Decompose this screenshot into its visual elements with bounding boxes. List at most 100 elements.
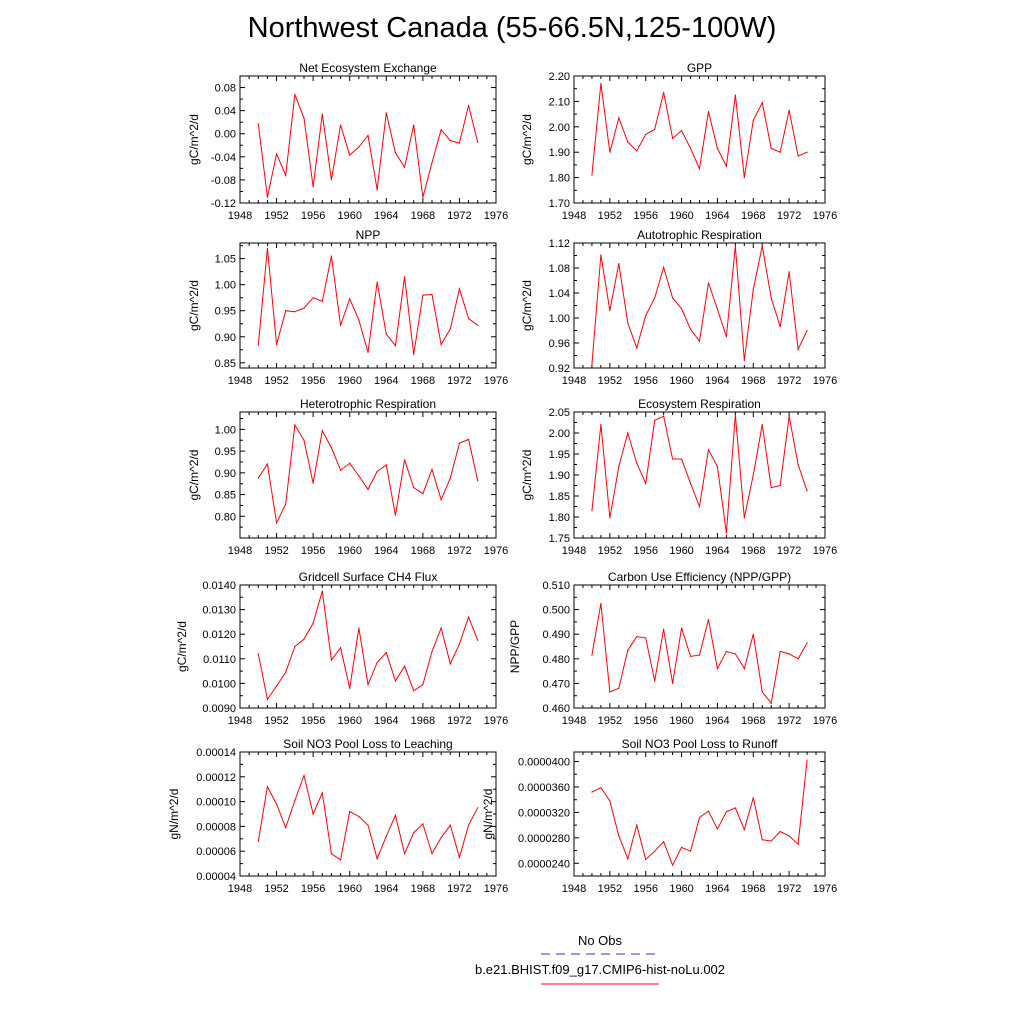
x-tick-label: 1976 bbox=[484, 545, 508, 557]
x-tick-label: 1976 bbox=[484, 375, 508, 387]
data-point bbox=[394, 680, 397, 682]
data-point bbox=[285, 310, 287, 312]
y-tick-label: 0.0130 bbox=[202, 605, 236, 617]
data-point bbox=[797, 155, 799, 157]
data-point bbox=[294, 645, 296, 648]
data-point bbox=[806, 329, 808, 332]
data-point bbox=[285, 671, 287, 673]
y-tick-label: 0.95 bbox=[215, 446, 236, 458]
y-axis-label: gN/m^2/d bbox=[167, 789, 181, 840]
data-point bbox=[394, 152, 397, 154]
x-tick-label: 1956 bbox=[301, 545, 325, 557]
data-point bbox=[591, 510, 593, 512]
y-axis-label: gC/m^2/d bbox=[520, 114, 534, 165]
y-tick-label: -0.12 bbox=[211, 198, 236, 210]
legend: No Obs b.e21.BHIST.f09_g17.CMIP6-hist-noL… bbox=[475, 933, 725, 985]
data-point bbox=[600, 787, 602, 789]
data-point bbox=[349, 298, 351, 300]
data-point bbox=[761, 691, 763, 693]
data-point bbox=[698, 505, 701, 508]
data-point bbox=[636, 347, 638, 349]
data-point bbox=[467, 824, 470, 826]
data-point bbox=[663, 628, 665, 630]
data-point bbox=[761, 424, 763, 426]
x-tick-label: 1960 bbox=[669, 375, 693, 387]
data-point bbox=[422, 196, 424, 198]
data-point bbox=[645, 133, 647, 136]
plot-frame bbox=[239, 584, 497, 709]
x-tick-label: 1964 bbox=[374, 375, 398, 387]
data-point bbox=[339, 647, 342, 649]
y-tick-label: 1.00 bbox=[215, 424, 236, 436]
series-line bbox=[591, 414, 808, 534]
y-tick-label: 0.490 bbox=[542, 629, 570, 641]
x-tick-label: 1960 bbox=[337, 545, 361, 557]
x-tick-label: 1956 bbox=[301, 715, 325, 727]
data-point bbox=[312, 186, 314, 188]
x-tick-label: 1976 bbox=[813, 715, 837, 727]
data-point bbox=[431, 293, 433, 296]
x-tick-label: 1964 bbox=[705, 715, 729, 727]
x-tick-label: 1948 bbox=[562, 545, 586, 557]
panel-7: Carbon Use Efficiency (NPP/GPP) 1948 1952 1… bbox=[508, 570, 837, 727]
x-tick-label: 1968 bbox=[741, 545, 765, 557]
series-line bbox=[591, 83, 808, 178]
panel-9: Soil NO3 Pool Loss to Runoff 1948 1952 1956… bbox=[481, 737, 837, 895]
data-point bbox=[376, 858, 378, 860]
y-axis-label: gC/m^2/d bbox=[175, 621, 189, 672]
data-point bbox=[797, 463, 799, 466]
x-tick-label: 1952 bbox=[264, 210, 288, 222]
y-axis-label: gC/m^2/d bbox=[520, 280, 534, 331]
y-tick-label: 0.00010 bbox=[196, 797, 236, 809]
data-point bbox=[385, 464, 387, 466]
data-point bbox=[303, 307, 305, 309]
data-point bbox=[725, 336, 727, 338]
x-tick-label: 1948 bbox=[228, 375, 252, 387]
panel-title: Soil NO3 Pool Loss to Leaching bbox=[283, 737, 452, 751]
x-tick-label: 1968 bbox=[741, 883, 765, 895]
x-tick-label: 1952 bbox=[264, 545, 288, 557]
data-point bbox=[330, 853, 333, 855]
y-tick-label: 1.90 bbox=[549, 470, 570, 482]
data-point bbox=[413, 487, 415, 489]
x-tick-label: 1960 bbox=[337, 715, 361, 727]
data-point bbox=[285, 503, 287, 505]
data-point bbox=[752, 288, 754, 290]
data-point bbox=[654, 128, 656, 130]
x-tick-label: 1952 bbox=[264, 883, 288, 895]
data-point bbox=[716, 147, 719, 149]
data-point bbox=[734, 414, 736, 416]
y-tick-label: 0.510 bbox=[542, 580, 570, 592]
data-point bbox=[770, 840, 772, 842]
y-tick-label: 0.90 bbox=[215, 332, 236, 344]
data-point bbox=[385, 835, 387, 837]
data-point bbox=[680, 308, 683, 310]
data-point bbox=[806, 490, 808, 492]
y-tick-label: 1.05 bbox=[215, 254, 236, 266]
y-tick-label: 0.0000360 bbox=[518, 782, 570, 794]
data-point bbox=[358, 815, 360, 818]
data-point bbox=[458, 288, 461, 290]
plot-frame bbox=[573, 584, 826, 709]
figure-title: Northwest Canada (55-66.5N,125-100W) bbox=[247, 12, 777, 44]
data-point bbox=[367, 684, 369, 686]
y-tick-label: 0.480 bbox=[542, 654, 570, 666]
y-tick-label: 0.0000240 bbox=[518, 858, 570, 870]
data-point bbox=[672, 458, 674, 460]
data-point bbox=[303, 638, 305, 640]
data-point bbox=[330, 659, 333, 661]
x-tick-label: 1948 bbox=[562, 715, 586, 727]
y-tick-label: 0.90 bbox=[215, 468, 236, 480]
data-point bbox=[294, 311, 296, 313]
y-tick-label: -0.04 bbox=[211, 152, 236, 164]
data-point bbox=[266, 196, 269, 198]
x-tick-label: 1972 bbox=[777, 883, 801, 895]
data-point bbox=[275, 803, 278, 805]
data-point bbox=[403, 665, 406, 667]
data-point bbox=[627, 322, 629, 324]
x-tick-label: 1968 bbox=[411, 210, 435, 222]
data-point bbox=[636, 824, 638, 826]
y-tick-label: 1.00 bbox=[215, 280, 236, 292]
data-point bbox=[413, 353, 415, 356]
y-tick-label: 0.460 bbox=[542, 703, 570, 715]
